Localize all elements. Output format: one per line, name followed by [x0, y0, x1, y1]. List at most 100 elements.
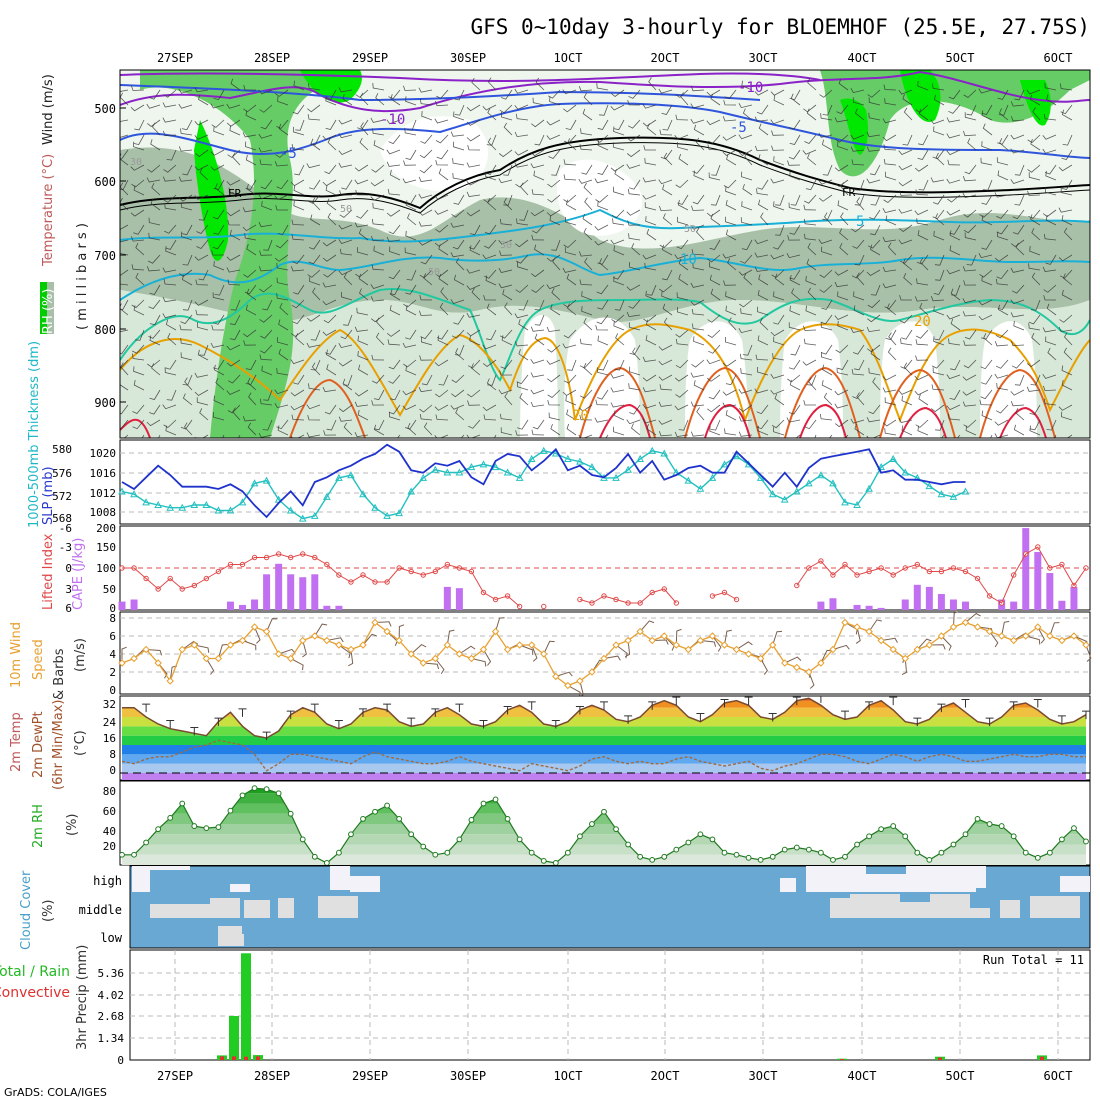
upper-wind-barb: [581, 164, 593, 175]
wind-series: [118, 610, 1092, 698]
upper-wind-barb: [308, 254, 321, 265]
cape-bar: [1046, 573, 1054, 610]
upper-wind-barb: [854, 423, 865, 436]
upper-wind-barb: [292, 254, 305, 265]
temp-axis-label-4: (°C): [73, 730, 88, 756]
temp-minmax-marker: [792, 696, 801, 706]
upper-wind-barb: [1058, 164, 1073, 172]
upper-wind-barb: [293, 374, 305, 385]
upper-wind-barb: [519, 209, 529, 221]
upper-wind-barb: [627, 220, 641, 226]
upper-wind-barb: [338, 119, 353, 125]
upper-wind-barb: [1064, 332, 1073, 346]
upper-wind-barb: [163, 419, 177, 429]
upper-wind-barb: [645, 290, 657, 301]
wind-speed-point: [877, 636, 885, 645]
precip-convective-bar: [220, 1056, 224, 1060]
upper-wind-barb: [850, 134, 865, 140]
upper-wind-barb: [290, 434, 305, 438]
wind-speed-point: [576, 677, 584, 685]
thickness-point: [877, 463, 885, 471]
upper-wind-barb: [210, 342, 225, 348]
wind-speed-point: [1009, 636, 1018, 645]
upper-wind-barb: [279, 302, 289, 316]
upper-wind-barb: [198, 209, 209, 221]
upper-wind-barb: [661, 104, 673, 115]
upper-wind-barb: [738, 149, 753, 156]
upper-wind-barb: [130, 104, 145, 112]
upper-wind-barb: [787, 160, 801, 166]
upper-wind-barb: [644, 202, 657, 211]
rh-green-1: [140, 70, 340, 438]
wind-speed-point: [515, 641, 524, 649]
upper-wind-barb: [514, 162, 529, 168]
upper-wind-barb: [789, 305, 801, 316]
upper-wind-barb: [354, 432, 369, 438]
upper-wind-barb: [323, 430, 337, 436]
upper-wind-barb: [420, 336, 433, 346]
rh-legend-swatch-dark: [40, 282, 47, 334]
upper-wind-barb: [292, 104, 305, 115]
rh-point: [781, 846, 788, 853]
upper-wind-barb: [133, 134, 145, 146]
wind-speed-point: [829, 645, 837, 654]
upper-wind-barb: [758, 199, 769, 211]
upper-wind-barb: [423, 273, 433, 286]
temp-minmax-marker: [696, 713, 705, 722]
thickness-point: [214, 506, 223, 514]
upper-wind-barb: [898, 389, 913, 395]
upper-wind-barb: [372, 82, 385, 91]
rh-point: [275, 790, 282, 797]
wind-barb: [881, 637, 898, 643]
upper-wind-barb: [327, 137, 337, 151]
upper-wind-barb: [642, 374, 657, 382]
upper-wind-barb: [1043, 295, 1056, 301]
upper-wind-barb: [678, 273, 689, 286]
upper-wind-barb: [642, 177, 657, 183]
upper-wind-barb: [722, 134, 737, 141]
wind-speed-point: [419, 659, 427, 667]
contour-label-freezing: FR: [842, 186, 856, 199]
temp-band: [122, 754, 1086, 764]
upper-wind-barb: [597, 200, 609, 211]
rh-point: [540, 858, 547, 864]
upper-wind-barb: [946, 178, 961, 184]
upper-wind-barb: [710, 194, 721, 206]
upper-wind-barb: [677, 307, 689, 316]
upper-wind-barb: [179, 324, 193, 331]
upper-wind-barb: [789, 134, 801, 145]
upper-wind-barb: [822, 364, 833, 376]
upper-wind-barb: [996, 209, 1009, 219]
contour-minus10-b: [120, 72, 821, 82]
upper-wind-barb: [867, 89, 881, 98]
upper-wind-barb: [725, 410, 737, 421]
wind-speed-point: [527, 641, 536, 649]
upper-wind-barb: [194, 134, 209, 140]
wind-speed-point: [1082, 641, 1090, 649]
upper-wind-barb: [1029, 404, 1041, 415]
upper-wind-barb: [932, 83, 945, 91]
wind-speed-point: [901, 654, 909, 663]
upper-wind-barb: [658, 374, 673, 381]
upper-wind-barb: [182, 393, 193, 406]
upper-wind-barb: [870, 244, 881, 256]
upper-wind-barb: [245, 154, 257, 166]
upper-wind-barb: [357, 247, 369, 256]
upper-wind-barb: [788, 322, 801, 331]
upper-wind-barb: [387, 188, 401, 196]
upper-wind-barb: [530, 358, 545, 364]
upper-wind-barb: [515, 430, 529, 436]
wind-barb: [989, 631, 999, 648]
upper-wind-barb: [885, 171, 897, 181]
upper-wind-barb: [771, 419, 785, 429]
rh-point: [360, 816, 366, 822]
precip-axis: 5.36 4.02 2.68 1.34 0: [98, 967, 125, 1067]
thickness-point: [310, 511, 319, 519]
wind-barb: [736, 641, 753, 650]
upper-wind-barb: [547, 389, 561, 398]
temp-minmax-marker: [503, 706, 512, 715]
upper-wind-barb: [662, 303, 673, 316]
wind-barb: [784, 656, 802, 664]
upper-wind-barb: [514, 149, 529, 156]
cloud-panel: high middle low Cloud Cover (%): [19, 865, 1091, 950]
